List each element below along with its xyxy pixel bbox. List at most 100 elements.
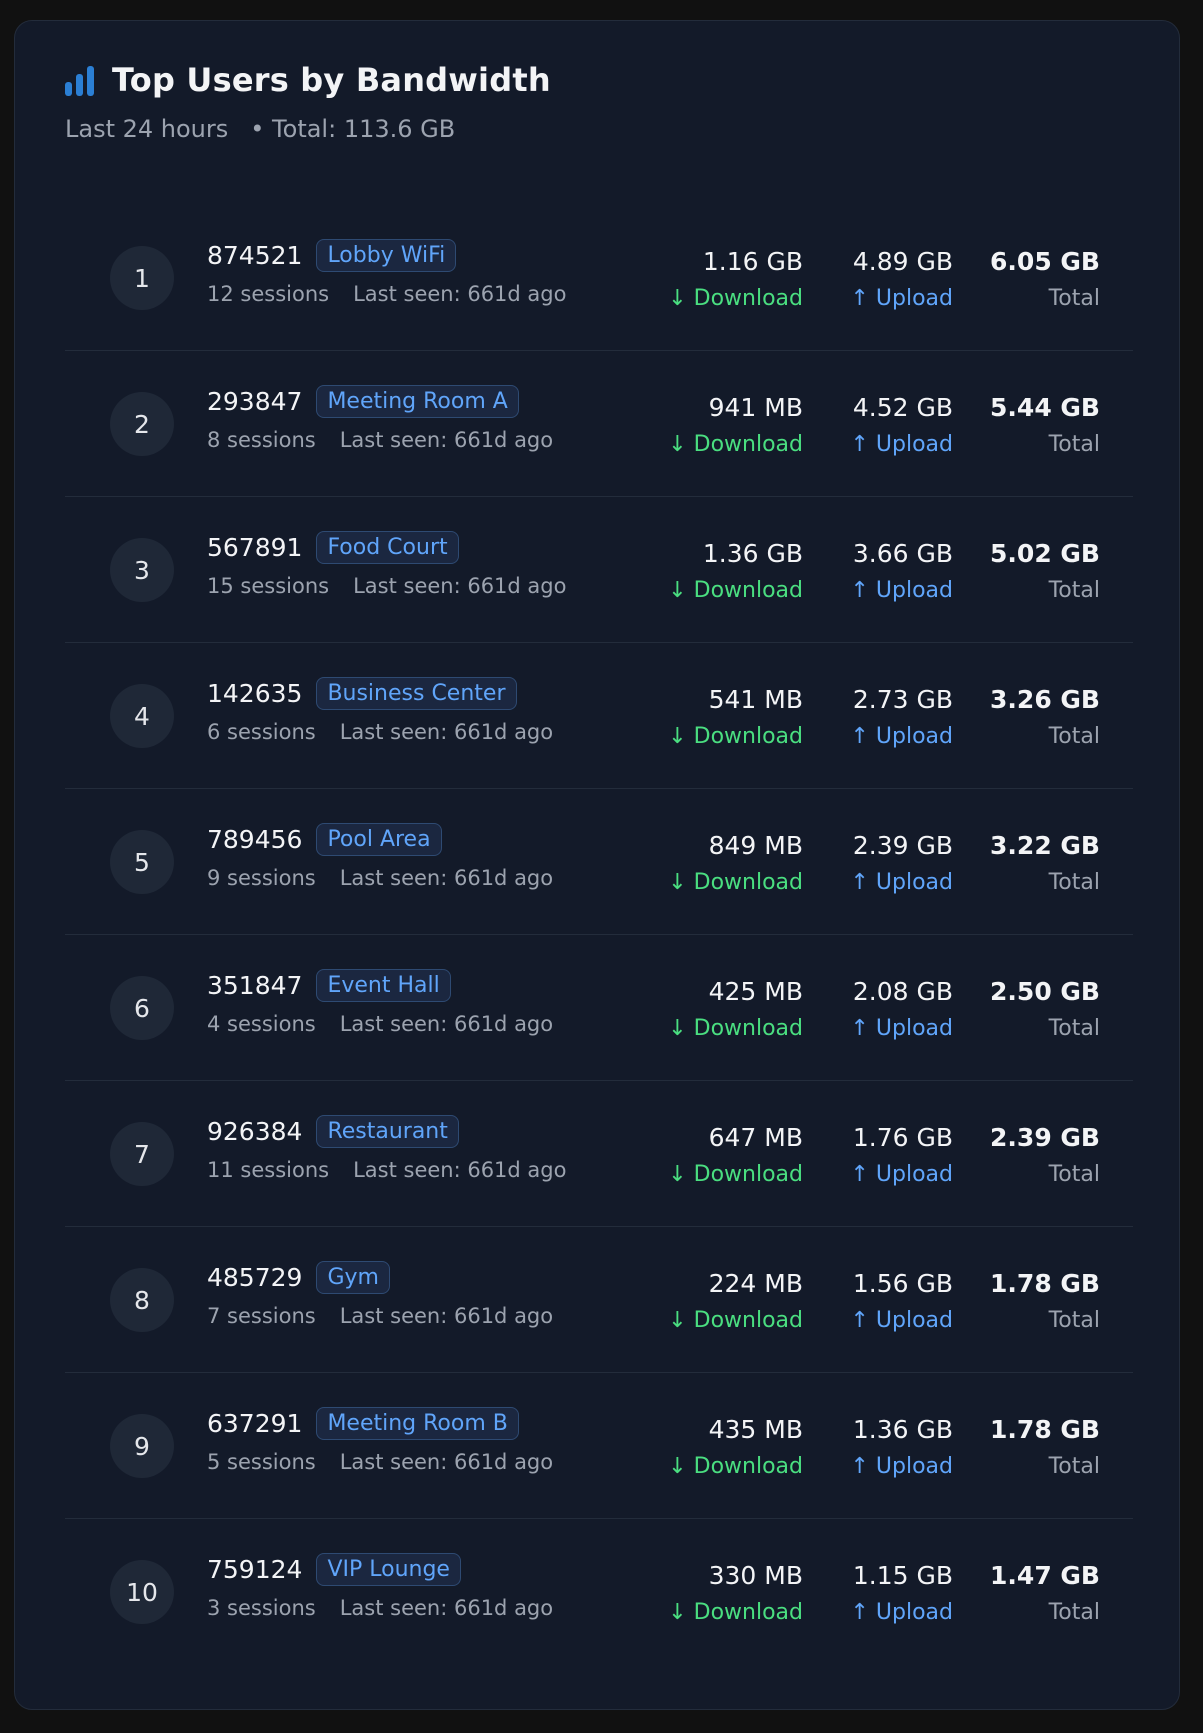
total-stat: 2.39 GB Total (990, 1123, 1100, 1187)
rank-badge: 1 (110, 246, 174, 310)
location-badge: Pool Area (316, 823, 442, 856)
download-label: ↓ Download (668, 578, 803, 603)
upload-stat: 2.08 GB ↑ Upload (850, 977, 953, 1041)
user-row[interactable]: 8 485729 Gym 7 sessions Last seen: 661d … (65, 1227, 1133, 1373)
location-badge: Food Court (316, 531, 459, 564)
card-header: Top Users by Bandwidth Last 24 hours • T… (65, 61, 551, 143)
last-seen: Last seen: 661d ago (339, 1596, 554, 1620)
total-label: Total (1048, 1600, 1100, 1625)
rank-badge: 2 (110, 392, 174, 456)
user-id: 567891 (207, 533, 303, 562)
last-seen: Last seen: 661d ago (353, 574, 567, 598)
upload-stat: 2.39 GB ↑ Upload (850, 831, 953, 895)
upload-value: 4.52 GB (852, 393, 953, 422)
location-badge: VIP Lounge (316, 1553, 461, 1586)
download-value: 541 MB (708, 685, 803, 714)
last-seen: Last seen: 661d ago (353, 282, 567, 306)
download-label: ↓ Download (668, 870, 803, 895)
user-row[interactable]: 7 926384 Restaurant 11 sessions Last see… (65, 1081, 1133, 1227)
session-count: 4 sessions (207, 1012, 316, 1036)
upload-label: ↑ Upload (850, 578, 953, 603)
user-id: 293847 (207, 387, 303, 416)
upload-value: 1.76 GB (852, 1123, 953, 1152)
rank-badge: 6 (110, 976, 174, 1040)
download-value: 849 MB (708, 831, 803, 860)
upload-stat: 1.36 GB ↑ Upload (850, 1415, 953, 1479)
session-count: 3 sessions (207, 1596, 316, 1620)
top-users-card: Top Users by Bandwidth Last 24 hours • T… (14, 20, 1180, 1710)
user-id: 926384 (207, 1117, 303, 1146)
upload-label: ↑ Upload (850, 1162, 953, 1187)
download-value: 1.16 GB (702, 247, 803, 276)
upload-label: ↑ Upload (850, 432, 953, 457)
user-row[interactable]: 1 874521 Lobby WiFi 12 sessions Last see… (65, 205, 1133, 351)
session-count: 8 sessions (207, 428, 316, 452)
total-label: Total (1048, 432, 1100, 457)
total-stat: 5.44 GB Total (990, 393, 1100, 457)
download-stat: 435 MB ↓ Download (668, 1415, 803, 1479)
download-label: ↓ Download (668, 1308, 803, 1333)
upload-label: ↑ Upload (850, 286, 953, 311)
total-stat: 5.02 GB Total (990, 539, 1100, 603)
total-label: Total (1048, 870, 1100, 895)
upload-label: ↑ Upload (850, 724, 953, 749)
total-label: Total (1048, 724, 1100, 749)
user-row[interactable]: 5 789456 Pool Area 9 sessions Last seen:… (65, 789, 1133, 935)
user-id: 789456 (207, 825, 303, 854)
user-row[interactable]: 2 293847 Meeting Room A 8 sessions Last … (65, 351, 1133, 497)
location-badge: Meeting Room B (316, 1407, 519, 1440)
download-stat: 647 MB ↓ Download (668, 1123, 803, 1187)
session-count: 15 sessions (207, 574, 330, 598)
upload-label: ↑ Upload (850, 1016, 953, 1041)
user-row[interactable]: 3 567891 Food Court 15 sessions Last see… (65, 497, 1133, 643)
last-seen: Last seen: 661d ago (353, 1158, 567, 1182)
download-value: 330 MB (708, 1561, 803, 1590)
total-value: 6.05 GB (990, 247, 1100, 276)
location-badge: Meeting Room A (316, 385, 519, 418)
user-id: 485729 (207, 1263, 303, 1292)
upload-value: 1.36 GB (852, 1415, 953, 1444)
user-row[interactable]: 9 637291 Meeting Room B 5 sessions Last … (65, 1373, 1133, 1519)
download-label: ↓ Download (668, 1016, 803, 1041)
location-badge: Gym (316, 1261, 390, 1294)
total-value: 2.50 GB (990, 977, 1100, 1006)
download-value: 224 MB (708, 1269, 803, 1298)
total-label: Total (1048, 578, 1100, 603)
total-value: 3.22 GB (990, 831, 1100, 860)
download-label: ↓ Download (668, 432, 803, 457)
download-value: 425 MB (708, 977, 803, 1006)
total-value: 1.47 GB (990, 1561, 1100, 1590)
download-stat: 224 MB ↓ Download (668, 1269, 803, 1333)
total-stat: 1.78 GB Total (990, 1415, 1100, 1479)
total-value: 5.02 GB (990, 539, 1100, 568)
rank-badge: 7 (110, 1122, 174, 1186)
upload-value: 1.15 GB (852, 1561, 953, 1590)
user-row[interactable]: 6 351847 Event Hall 4 sessions Last seen… (65, 935, 1133, 1081)
last-seen: Last seen: 661d ago (339, 720, 554, 744)
total-value: 5.44 GB (990, 393, 1100, 422)
total-label: Total (1048, 1454, 1100, 1479)
upload-stat: 1.56 GB ↑ Upload (850, 1269, 953, 1333)
upload-label: ↑ Upload (850, 1454, 953, 1479)
user-row[interactable]: 10 759124 VIP Lounge 3 sessions Last see… (65, 1519, 1133, 1665)
user-id: 351847 (207, 971, 303, 1000)
download-label: ↓ Download (668, 286, 803, 311)
rank-badge: 5 (110, 830, 174, 894)
last-seen: Last seen: 661d ago (339, 866, 554, 890)
total-bandwidth: • Total: 113.6 GB (250, 115, 456, 143)
rank-badge: 8 (110, 1268, 174, 1332)
download-stat: 849 MB ↓ Download (668, 831, 803, 895)
download-value: 435 MB (708, 1415, 803, 1444)
total-stat: 1.78 GB Total (990, 1269, 1100, 1333)
last-seen: Last seen: 661d ago (339, 428, 554, 452)
upload-value: 1.56 GB (852, 1269, 953, 1298)
rank-badge: 10 (110, 1560, 174, 1624)
total-stat: 2.50 GB Total (990, 977, 1100, 1041)
total-value: 2.39 GB (990, 1123, 1100, 1152)
last-seen: Last seen: 661d ago (339, 1012, 554, 1036)
upload-value: 4.89 GB (852, 247, 953, 276)
session-count: 12 sessions (207, 282, 330, 306)
user-row[interactable]: 4 142635 Business Center 6 sessions Last… (65, 643, 1133, 789)
total-label: Total (1048, 1016, 1100, 1041)
upload-stat: 1.76 GB ↑ Upload (850, 1123, 953, 1187)
